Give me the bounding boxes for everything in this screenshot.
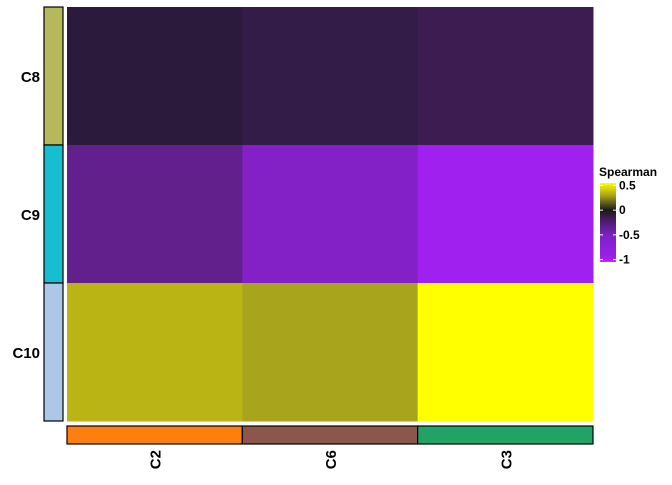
row-annotation-cell	[43, 6, 64, 146]
legend-title: Spearman	[599, 165, 657, 179]
heatmap-cell	[67, 145, 243, 284]
legend-tick-label: -1	[619, 253, 630, 267]
heatmap-cell	[417, 145, 594, 284]
row-label: C9	[21, 207, 40, 224]
row-annotation-bar	[43, 6, 64, 422]
column-annotation-bar	[66, 425, 594, 445]
heatmap-cell	[417, 283, 594, 422]
column-label: C3	[498, 450, 515, 469]
heatmap-cell	[242, 145, 419, 284]
column-annotation-cell	[66, 425, 243, 445]
heatmap-cell	[417, 7, 594, 146]
heatmap-cell	[67, 283, 243, 422]
row-label: C8	[21, 69, 40, 86]
legend-tick-label: 0	[619, 203, 626, 217]
row-label: C10	[12, 345, 40, 362]
heatmap-cells	[67, 7, 594, 422]
legend-tick-label: -0.5	[619, 228, 640, 242]
column-label: C2	[148, 450, 165, 469]
legend-colorbar	[600, 183, 616, 262]
column-labels: C2 C6 C3	[148, 450, 516, 469]
heatmap-cell	[67, 7, 243, 146]
row-labels: C8 C9 C10	[12, 69, 40, 362]
row-annotation-cell	[43, 144, 64, 284]
column-label: C6	[323, 450, 340, 469]
legend-tick-label: 0.5	[619, 178, 636, 192]
column-annotation-cell	[417, 425, 594, 445]
heatmap-cell	[242, 7, 419, 146]
color-legend: Spearman 0.5 0 -0.5 -1	[599, 165, 657, 267]
heatmap-cell	[242, 283, 419, 422]
row-annotation-cell	[43, 282, 64, 422]
column-annotation-cell	[241, 425, 419, 445]
